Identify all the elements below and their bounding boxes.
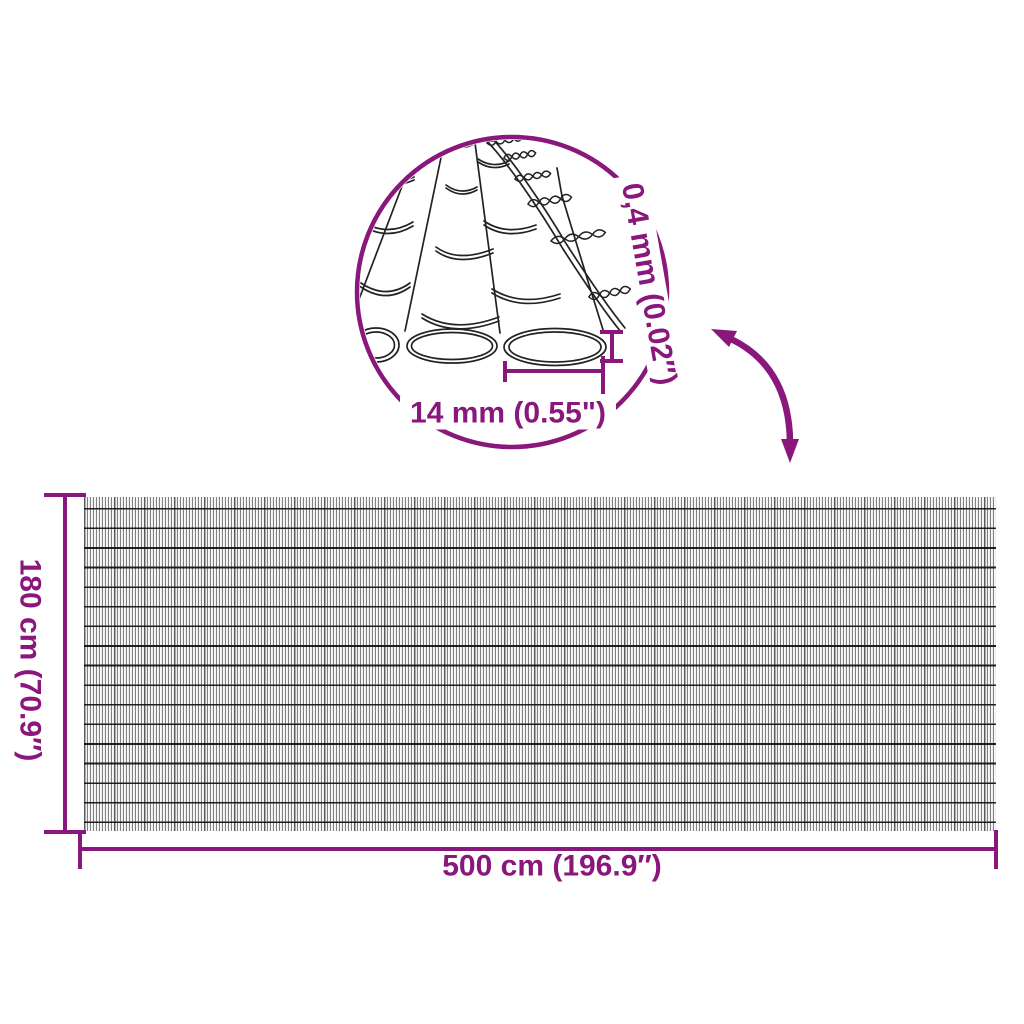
height-dimension-label: 180 cm (70.9″) (13, 558, 47, 762)
twisted-tie-icon (514, 170, 552, 183)
twisted-tie-icon (486, 140, 524, 147)
magnify-reference-arrow-icon (711, 329, 799, 463)
width-dimension-label: 500 cm (196.9″) (442, 849, 662, 883)
mat-texture-preview (84, 497, 996, 831)
tube-mat-drawing (360, 140, 631, 367)
twisted-tie-icon (527, 193, 573, 208)
detail-measure-marks (503, 330, 623, 394)
twisted-tie-icon (588, 285, 631, 301)
height-dimension-line (44, 493, 86, 834)
width-dimension-line (78, 830, 998, 869)
twisted-tie-icon (503, 149, 537, 162)
diameter-dimension-label: 14 mm (0.55") (400, 396, 616, 430)
twisted-tie-icon (550, 229, 607, 245)
